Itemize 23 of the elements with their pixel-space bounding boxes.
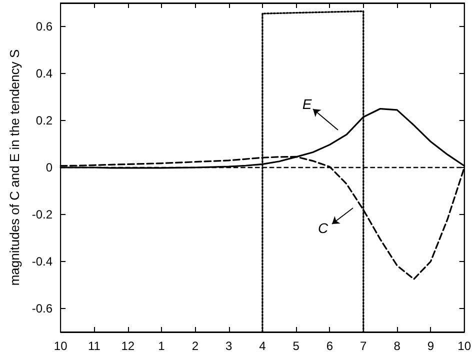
y-tick-label: -0.4 [32, 254, 53, 268]
x-tick-label: 11 [88, 339, 101, 352]
x-tick-label: 10 [458, 339, 472, 352]
x-tick-label: 8 [394, 339, 401, 352]
x-tick-label: 9 [427, 339, 434, 352]
x-tick-label: 4 [259, 339, 266, 352]
y-tick-label: 0.4 [36, 66, 53, 80]
y-axis-title: magnitudes of C and E in the tendency S [7, 49, 22, 286]
x-tick-label: 6 [326, 339, 334, 352]
x-tick-label: 7 [360, 339, 368, 352]
annotation: E [302, 96, 312, 112]
y-tick-label: -0.6 [32, 302, 53, 316]
y-tick-label: -0.2 [32, 208, 53, 222]
x-tick-label: 10 [54, 339, 68, 352]
y-tick-label: 0.6 [36, 20, 53, 34]
annotation: C [318, 220, 329, 236]
x-tick-label: 1 [158, 339, 166, 352]
x-tick-label: 12 [121, 339, 135, 352]
x-tick-label: 3 [225, 339, 232, 352]
y-tick-label: 0.2 [36, 114, 53, 128]
x-tick-label: 5 [292, 339, 300, 352]
x-tick-label: 2 [192, 339, 199, 352]
y-tick-label: 0 [46, 160, 53, 174]
